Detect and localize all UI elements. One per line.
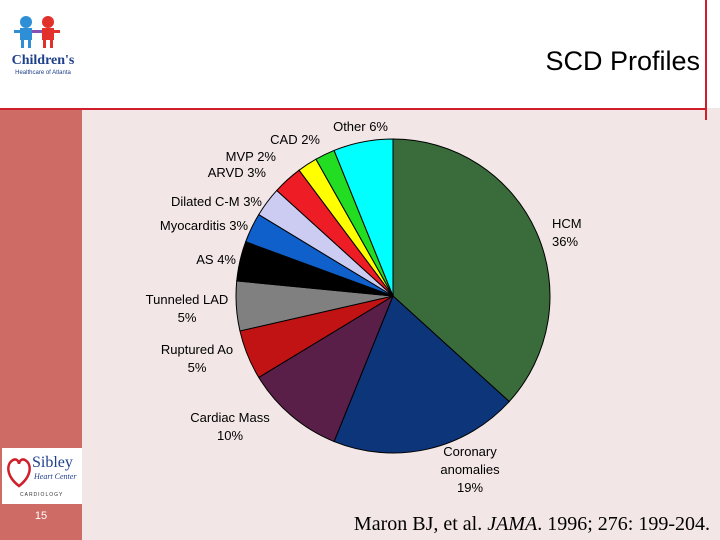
citation-details: . 1996; 276: 199-204. — [537, 513, 710, 535]
slice-label-dilated-c-m: Dilated C-M 3% — [171, 194, 262, 209]
pie-slice-hcm — [392, 138, 551, 403]
slice-label-as: AS 4% — [196, 252, 236, 267]
pie-slice-coronary-anomalies — [333, 295, 510, 454]
sibley-logo-sub: Heart Center — [34, 472, 77, 481]
accent-line-vertical — [705, 0, 707, 120]
childrens-logo-figures-icon — [14, 16, 60, 48]
accent-line-horizontal-left — [0, 108, 82, 110]
childrens-logo: Children's Healthcare of Atlanta — [0, 10, 82, 80]
slice-label-tunneled-lad: Tunneled LAD 5% — [146, 292, 229, 325]
header-bar — [0, 0, 720, 108]
slice-label-other: Other 6% — [333, 119, 388, 134]
slice-label-cardiac-mass: Cardiac Mass 10% — [190, 410, 270, 443]
pie-chart: HCM 36% Coronary anomalies 19% Cardiac Mass 10… — [146, 119, 582, 495]
slice-label-mvp: MVP 2% — [226, 149, 277, 164]
citation-authors: Maron BJ, et al. — [353, 513, 488, 535]
slice-label-coronary-anomalies: Coronary anomalies 19% — [440, 444, 500, 495]
sibley-logo: Sibley Heart Center CARDIOLOGY — [2, 448, 82, 504]
slice-label-cad: CAD 2% — [270, 132, 320, 147]
pie-slice-other — [333, 138, 394, 297]
citation-journal: JAMA — [487, 513, 538, 535]
sibley-logo-tag: CARDIOLOGY — [20, 492, 64, 498]
pie-slice-cardiac-mass — [258, 294, 395, 443]
childrens-logo-text: Children's — [11, 53, 75, 68]
sibley-logo-name: Sibley — [32, 454, 73, 471]
accent-line-horizontal — [82, 108, 705, 110]
slice-label-arvd: ARVD 3% — [208, 165, 267, 180]
citation: Maron BJ, et al. JAMA. 1996; 276: 199-20… — [300, 513, 710, 536]
page-number: 15 — [34, 510, 48, 522]
childrens-logo-subtext: Healthcare of Atlanta — [15, 70, 71, 76]
slice-label-hcm: HCM 36% — [552, 216, 582, 249]
page-title: SCD Profiles — [545, 46, 700, 76]
slice-label-myocarditis: Myocarditis 3% — [160, 218, 249, 233]
slice-label-ruptured-ao: Ruptured Ao 5% — [161, 342, 233, 375]
heart-icon — [7, 458, 31, 488]
